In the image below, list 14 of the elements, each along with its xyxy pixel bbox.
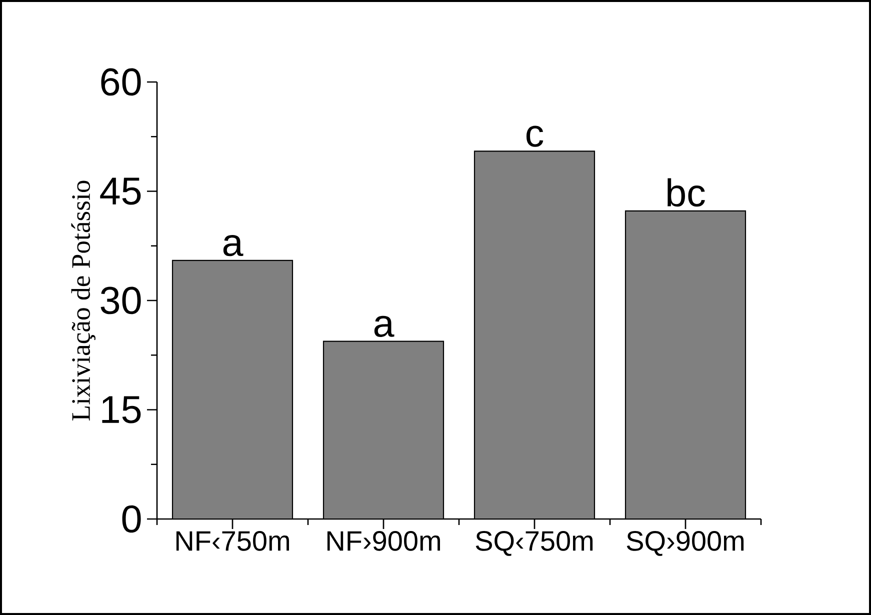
y-axis-title: Lixiviação de Potássio xyxy=(71,180,96,420)
y-tick-label: 15 xyxy=(102,396,141,424)
x-tick-label: SQ›900m xyxy=(626,531,744,556)
y-tick-label: 45 xyxy=(100,178,141,205)
y-tick-label: 0 xyxy=(122,505,141,533)
annotation: c xyxy=(526,126,544,147)
annotation: bc xyxy=(668,178,705,207)
annotation: a xyxy=(374,316,394,338)
y-tick-label: 30 xyxy=(100,286,141,314)
x-tick-label: NF›900m xyxy=(327,531,440,551)
annotation: a xyxy=(223,234,244,256)
y-tick-label: 60 xyxy=(101,68,141,96)
x-tick-label: NF‹750m xyxy=(176,531,289,551)
x-tick-label: SQ‹750m xyxy=(476,531,593,556)
